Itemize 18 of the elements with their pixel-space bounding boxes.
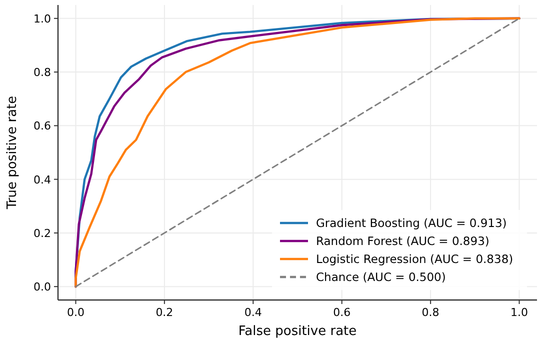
legend-label: Gradient Boosting (AUC = 0.913) (316, 216, 507, 230)
legend-label: Chance (AUC = 0.500) (316, 270, 446, 284)
x-tick-label: 1.0 (510, 306, 528, 319)
x-tick-label: 0.0 (66, 306, 84, 319)
y-tick-label: 0.0 (34, 280, 51, 294)
x-tick-label: 0.2 (156, 306, 174, 319)
y-tick-label: 0.8 (34, 66, 51, 80)
legend-label: Random Forest (AUC = 0.893) (316, 234, 490, 248)
y-tick-label: 0.6 (34, 120, 51, 133)
x-axis-title: False positive rate (238, 324, 357, 339)
x-tick-label: 0.6 (333, 306, 351, 319)
y-tick-label: 1.0 (34, 12, 51, 26)
y-axis-title: True positive rate (5, 96, 20, 210)
y-tick-label: 0.4 (34, 173, 51, 186)
legend-label: Logistic Regression (AUC = 0.838) (316, 252, 514, 266)
x-tick-label: 0.4 (244, 306, 262, 319)
y-tick-label: 0.2 (34, 226, 51, 240)
x-tick-label: 0.8 (422, 306, 440, 319)
